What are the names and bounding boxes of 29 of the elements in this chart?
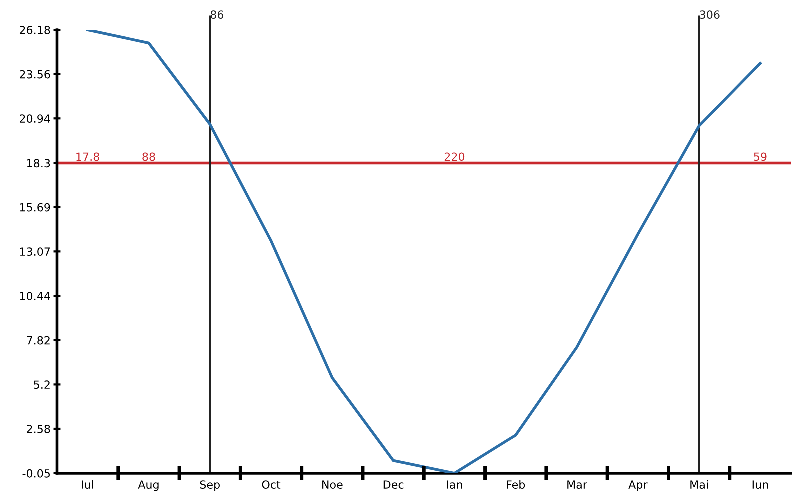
annotation: 17.8 [76,152,100,162]
y-tick-label: 23.56 [20,70,50,79]
x-tick-label: Dec [384,480,404,489]
x-tick-label: Mar [568,480,588,489]
x-tick-label: Apr [628,480,648,492]
x-tick-label: Noe [322,480,343,489]
ref-line-label: 86 [210,10,224,20]
x-tick-label: Aug [138,480,159,492]
y-tick-label: 13.07 [20,248,50,256]
annotation: 88 [142,152,156,162]
y-tick-label: 20.94 [20,114,50,124]
x-tick-label: Sep [200,480,220,492]
annotation: 220 [444,152,465,162]
y-tick-label: 10.44 [20,292,50,301]
y-tick-label: 26.18 [20,26,50,34]
ref-line-label: 306 [700,10,720,20]
x-tick-label: Oct [262,480,281,489]
x-tick-label: Iul [82,480,94,489]
x-tick-label: Iun [752,480,768,489]
y-tick-label: 18.3 [27,159,50,168]
annotation: 59 [754,152,767,162]
x-tick-label: Feb [507,480,526,489]
y-tick-label: 5.2 [34,380,50,390]
x-tick-label: Ian [447,480,462,489]
y-tick-label: 7.82 [27,336,50,345]
x-tick-label: Mai [690,480,708,489]
y-tick-label: 2.58 [27,424,50,434]
y-tick-label: 15.69 [20,203,50,212]
y-tick-label: -0.05 [22,469,50,478]
